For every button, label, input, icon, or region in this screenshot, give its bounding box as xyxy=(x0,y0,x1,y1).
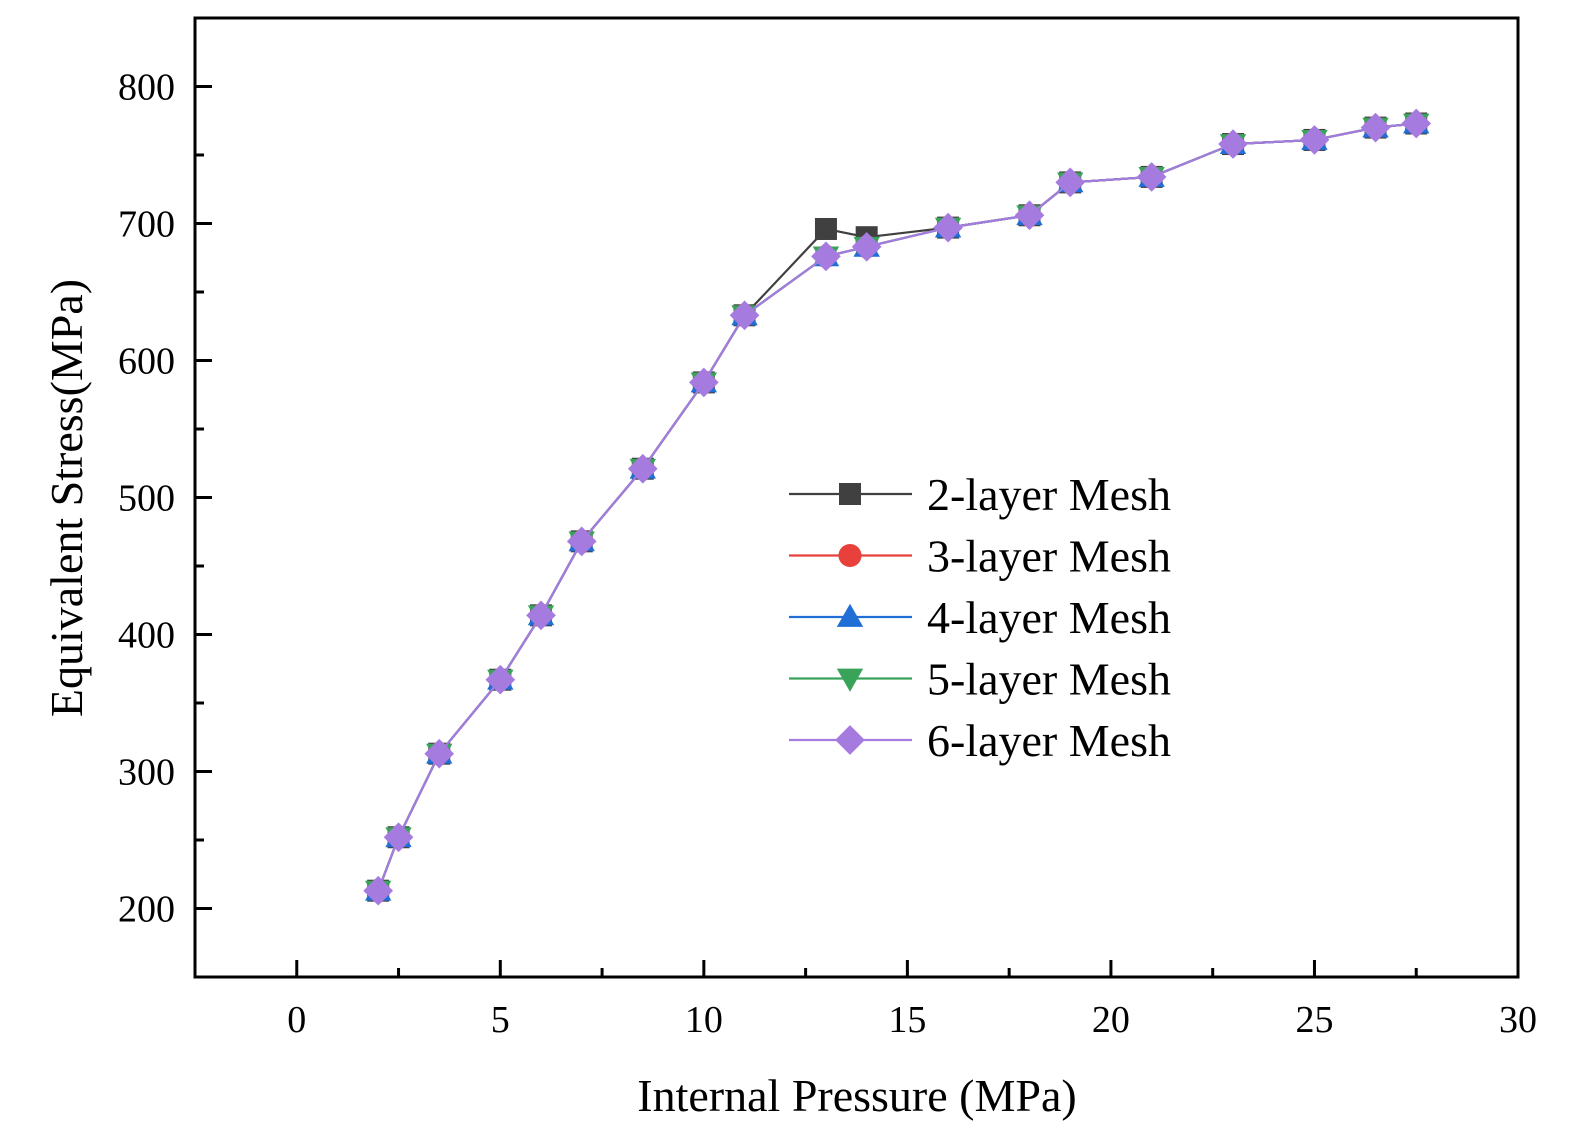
data-point xyxy=(363,875,394,906)
y-tick-label: 600 xyxy=(118,341,175,383)
legend-marker xyxy=(838,543,862,568)
legend: 2-layer Mesh 3-layer Mesh 4-layer Mesh 5-la… xyxy=(789,469,1171,766)
legend-marker xyxy=(836,668,864,692)
legend-label: 5-layer Mesh xyxy=(927,654,1171,705)
y-tick-label: 200 xyxy=(118,889,175,931)
legend-item: 6-layer Mesh xyxy=(789,715,1171,766)
legend-marker xyxy=(839,483,861,505)
x-tick-label: 0 xyxy=(287,999,306,1041)
data-point xyxy=(688,367,719,398)
plot-layer xyxy=(363,108,1432,906)
series-2-layer xyxy=(367,112,1428,902)
y-tick-label: 500 xyxy=(118,478,175,520)
data-point xyxy=(485,664,516,695)
x-tick-label: 20 xyxy=(1092,999,1130,1041)
series-4-layer xyxy=(364,110,1430,901)
data-point xyxy=(1014,200,1045,231)
legend-item: 4-layer Mesh xyxy=(789,592,1171,643)
x-tick-label: 10 xyxy=(685,999,723,1041)
legend-label: 3-layer Mesh xyxy=(927,531,1171,582)
data-point xyxy=(526,600,556,631)
x-tick-label: 30 xyxy=(1499,999,1537,1041)
data-point xyxy=(424,738,455,769)
data-point xyxy=(383,822,414,853)
data-point xyxy=(627,453,658,484)
x-tick-label: 25 xyxy=(1295,999,1333,1041)
data-point xyxy=(851,231,882,262)
data-point xyxy=(1360,112,1391,143)
data-point xyxy=(1218,129,1248,159)
series-5-layer xyxy=(364,113,1430,904)
y-tick-label: 800 xyxy=(118,67,175,109)
x-axis-title: Internal Pressure (MPa) xyxy=(637,1070,1076,1121)
data-point xyxy=(814,217,837,240)
series-line xyxy=(377,122,1417,892)
data-point xyxy=(729,300,760,331)
legend-label: 2-layer Mesh xyxy=(927,469,1171,520)
legend-item: 2-layer Mesh xyxy=(789,469,1171,520)
legend-item: 3-layer Mesh xyxy=(789,531,1171,582)
series-6-layer xyxy=(363,108,1432,906)
x-tick-label: 15 xyxy=(888,999,926,1041)
axes-layer: 0 5 10 15 20 25 30 200 300 400 500 600 700 800 xyxy=(118,16,1537,1041)
data-point xyxy=(1136,162,1167,192)
x-tick-label: 5 xyxy=(491,999,510,1041)
y-tick-label: 700 xyxy=(118,204,175,246)
series-3-layer xyxy=(366,111,1428,903)
y-tick-label: 400 xyxy=(118,615,175,657)
legend-item: 5-layer Mesh xyxy=(789,654,1171,705)
y-tick-label: 300 xyxy=(118,752,175,794)
data-point xyxy=(1055,167,1086,198)
y-axis-title: Equivalent Stress(MPa) xyxy=(41,279,92,717)
legend-label: 6-layer Mesh xyxy=(927,715,1171,766)
data-point xyxy=(566,526,597,557)
data-point xyxy=(1299,125,1330,155)
legend-marker xyxy=(835,725,865,755)
data-point xyxy=(1401,108,1432,139)
data-point xyxy=(933,212,963,243)
legend-label: 4-layer Mesh xyxy=(927,592,1171,643)
data-point xyxy=(811,241,841,272)
legend-marker xyxy=(836,603,864,627)
